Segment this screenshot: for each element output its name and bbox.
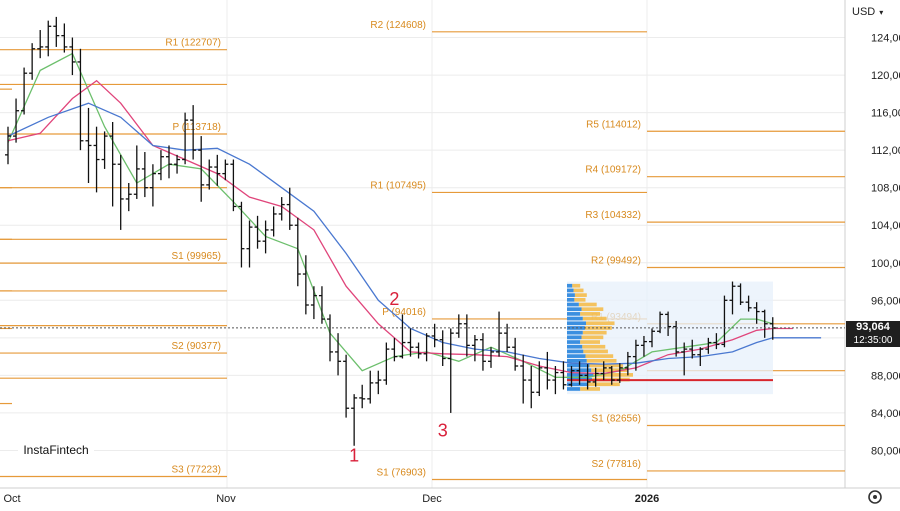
currency-label: USD: [852, 6, 876, 18]
pivot-label: R4 (109172): [585, 165, 641, 176]
volume-bar: [574, 293, 587, 297]
volume-bar: [567, 354, 586, 358]
volume-bar: [567, 326, 585, 330]
x-tick-label: Nov: [216, 493, 236, 505]
volume-bar: [567, 297, 575, 302]
volume-bar: [567, 387, 581, 391]
y-tick-label: 84,000: [871, 408, 900, 420]
y-tick-label: 96,000: [871, 295, 900, 307]
volume-bar: [567, 344, 583, 349]
y-tick-label: 104,000: [871, 220, 900, 232]
volume-bar: [583, 349, 608, 354]
volume-bar: [567, 288, 574, 293]
volume-bar: [574, 297, 586, 302]
volume-bar: [589, 363, 624, 368]
pivot-label: R1 (122707): [165, 38, 221, 49]
volume-bar: [567, 330, 583, 335]
volume-bar: [588, 382, 620, 387]
bar-countdown: 12:35:00: [853, 334, 893, 346]
pivot-label: R2 (124608): [370, 20, 426, 31]
pivot-label: S1 (82656): [592, 414, 641, 425]
volume-bar: [567, 283, 573, 288]
pivot-label: R2 (99492): [591, 256, 641, 267]
volume-bar: [567, 307, 582, 312]
volume-bar: [582, 330, 607, 335]
volume-bar: [567, 382, 589, 387]
volume-bar: [567, 340, 581, 344]
volume-bar: [580, 312, 600, 316]
volume-bar: [573, 288, 584, 293]
pivot-label: S3 (77223): [172, 465, 221, 476]
pivot-label: S1 (76903): [377, 468, 426, 479]
volume-bar: [591, 368, 628, 373]
volume-bar: [567, 335, 582, 340]
y-tick-label: 88,000: [871, 370, 900, 382]
volume-bar: [581, 335, 604, 340]
volume-bar: [582, 344, 606, 349]
volume-bar: [593, 373, 633, 377]
volume-bar: [581, 307, 604, 312]
volume-bar: [580, 340, 600, 344]
x-tick-label: Dec: [422, 493, 442, 505]
volume-bar: [585, 354, 614, 358]
volume-bar: [567, 316, 583, 321]
pivot-label: R5 (114012): [586, 119, 641, 130]
volume-bar: [567, 363, 590, 368]
logo-text: InstaFintech: [23, 443, 89, 457]
current-price-tag: 93,064 12:35:00: [846, 320, 900, 347]
pivot-label: R1 (107495): [370, 180, 426, 191]
chevron-down-icon: ▾: [879, 7, 884, 17]
x-tick-label: Oct: [3, 493, 20, 505]
volume-bar: [572, 283, 581, 288]
volume-bar: [567, 349, 584, 354]
volume-bar: [582, 316, 607, 321]
pivot-label: R3 (104332): [585, 210, 641, 221]
currency-selector[interactable]: USD ▾: [846, 2, 900, 22]
x-tick-label: 2026: [635, 493, 659, 505]
volume-bar: [584, 326, 612, 330]
y-tick-label: 112,000: [871, 145, 900, 157]
y-tick-label: 80,000: [871, 445, 900, 457]
y-tick-label: 108,000: [871, 183, 900, 195]
settings-gear-icon[interactable]: [866, 488, 884, 506]
pivot-label: S2 (90377): [172, 341, 221, 352]
volume-bar: [578, 302, 597, 307]
wave-label: 1: [349, 446, 359, 466]
volume-bar: [567, 302, 579, 307]
volume-bar: [567, 312, 581, 316]
y-tick-label: 116,000: [871, 108, 900, 120]
y-tick-label: 120,000: [871, 70, 900, 82]
plot-area: [0, 0, 845, 488]
pivot-label: S2 (77816): [592, 459, 641, 470]
current-price-value: 93,064: [856, 320, 890, 333]
wave-label: 2: [389, 289, 399, 309]
gear-icon: [868, 490, 882, 504]
volume-bar: [586, 358, 617, 363]
pivot-label: S1 (99965): [172, 251, 221, 262]
y-tick-label: 100,000: [871, 258, 900, 270]
volume-bar: [567, 358, 587, 363]
volume-bar: [567, 321, 587, 326]
volume-bar: [567, 293, 575, 297]
pivot-label: P (94016): [382, 307, 426, 318]
brand-logo: InstaFintech: [18, 428, 94, 472]
wave-label: 3: [438, 420, 448, 440]
y-tick-label: 124,000: [871, 33, 900, 45]
volume-bar: [580, 387, 600, 391]
volume-bar: [586, 321, 615, 326]
pivot-label: P (113718): [172, 122, 221, 133]
